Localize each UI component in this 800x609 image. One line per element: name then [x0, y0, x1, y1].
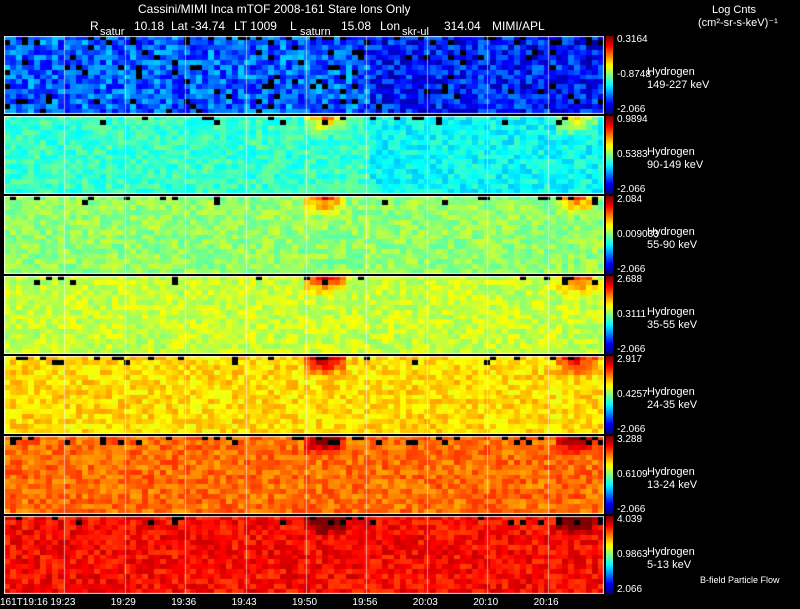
heatmap-canvas — [4, 36, 604, 114]
colorbar-mid-label: 0.009033 — [617, 229, 659, 240]
spectrogram-panel — [4, 116, 604, 194]
colorbar — [606, 36, 613, 114]
header-lon-label: Lon — [380, 19, 401, 33]
colorbar-mid-label: 0.6109 — [617, 469, 648, 480]
colorbar-min-label: -2.066 — [617, 504, 646, 515]
colorbar-mid-label: 0.5383 — [617, 149, 648, 160]
spectrogram-panel — [4, 516, 604, 594]
heatmap-canvas — [4, 196, 604, 274]
heatmap-canvas — [4, 436, 604, 514]
spectrogram-panel — [4, 356, 604, 434]
spectrogram-panel — [4, 276, 604, 354]
colorbar-max-label: 2.688 — [617, 274, 643, 285]
colorbar-mid-label: 0.3111 — [617, 309, 647, 320]
colorbar — [606, 276, 613, 354]
x-tick-label: 20:16 — [533, 597, 559, 608]
spectrogram-panel — [4, 436, 604, 514]
panel-energy-label: 24-35 keV — [647, 399, 698, 411]
colorbar-mid-label: 0.4257 — [617, 389, 648, 400]
colorbar — [606, 436, 613, 514]
header-lon2-value: 314.04 — [444, 19, 481, 33]
colorbar-min-label: -2.066 — [617, 424, 646, 435]
colorbar-gradient — [606, 356, 613, 434]
colorbar-max-label: 0.3164 — [617, 34, 648, 45]
colorbar-gradient — [606, 276, 613, 354]
panel-species-label: Hydrogen — [647, 66, 695, 78]
panel-energy-label: 13-24 keV — [647, 479, 698, 491]
units-label-line1: Log Cnts — [712, 4, 757, 16]
colorbar-gradient — [606, 436, 613, 514]
colorbar — [606, 356, 613, 434]
colorbar-mid-label: 0.9863 — [617, 549, 648, 560]
heatmap-canvas — [4, 116, 604, 194]
x-tick-label: 19:43 — [231, 597, 257, 608]
colorbar-max-label: 0.9894 — [617, 114, 648, 125]
x-tick-label: 19:56 — [352, 597, 378, 608]
header-instrument: MIMI/APL — [492, 19, 545, 33]
x-tick-label: 19:29 — [110, 597, 136, 608]
x-tick-label: 20:10 — [473, 597, 499, 608]
colorbar-min-label: -2.066 — [617, 104, 646, 115]
units-label-line2: (cm²-sr-s-keV)⁻¹ — [698, 17, 778, 29]
colorbar-max-label: 2.084 — [617, 194, 643, 205]
spectrogram-panel — [4, 36, 604, 114]
colorbar-gradient — [606, 516, 613, 594]
x-tick-label: 19:23 — [50, 597, 76, 608]
heatmap-canvas — [4, 516, 604, 594]
spectrogram-panel — [4, 196, 604, 274]
colorbar-gradient — [606, 116, 613, 194]
x-tick-label: 19:36 — [171, 597, 197, 608]
colorbar-min-label: -2.066 — [617, 184, 646, 195]
header-r-label: R — [90, 19, 99, 33]
panel-species-label: Hydrogen — [647, 546, 695, 558]
event-marker-1: saturn — [300, 26, 331, 38]
colorbar — [606, 516, 613, 594]
panel-energy-label: 55-90 keV — [647, 239, 698, 251]
event-marker-0: satur — [100, 26, 125, 38]
colorbar — [606, 116, 613, 194]
colorbar-max-label: 4.039 — [617, 514, 643, 525]
chart-header: Cassini/MIMI Inca mTOF 2008-161 Stare Io… — [0, 0, 800, 40]
heatmap-canvas — [4, 276, 604, 354]
colorbar-gradient — [606, 196, 613, 274]
header-r-value: 10.18 — [134, 19, 165, 33]
colorbar-min-label: -2.066 — [617, 264, 646, 275]
colorbar-mid-label: -0.8748 — [617, 69, 651, 80]
x-tick-label: 161T19:16 — [0, 597, 48, 608]
panel-energy-label: 90-149 keV — [647, 159, 704, 171]
panel-energy-label: 5-13 keV — [647, 559, 692, 571]
colorbar-min-label: -2.066 — [617, 344, 646, 355]
panel-species-label: Hydrogen — [647, 146, 695, 158]
chart-title: Cassini/MIMI Inca mTOF 2008-161 Stare Io… — [138, 2, 411, 16]
colorbar-min-label: 2.066 — [617, 584, 643, 595]
x-tick-label: 20:03 — [412, 597, 438, 608]
header-l-label: L — [290, 19, 297, 33]
panel-energy-label: 149-227 keV — [647, 79, 710, 91]
panel-species-label: Hydrogen — [647, 386, 695, 398]
header-lat: Lat -34.74 — [171, 19, 226, 33]
colorbar-gradient — [606, 36, 613, 114]
header-lt: LT 1009 — [234, 19, 277, 33]
colorbar-max-label: 2.917 — [617, 354, 643, 365]
panel-energy-label: 35-55 keV — [647, 319, 698, 331]
heatmap-canvas — [4, 356, 604, 434]
footer-note: B-field Particle Flow — [700, 575, 780, 585]
panel-species-label: Hydrogen — [647, 306, 695, 318]
event-marker-2: skr-ul — [402, 26, 429, 38]
x-tick-label: 19:50 — [292, 597, 318, 608]
panel-species-label: Hydrogen — [647, 466, 695, 478]
colorbar-max-label: 3.288 — [617, 434, 643, 445]
colorbar — [606, 196, 613, 274]
panel-species-label: Hydrogen — [647, 226, 695, 238]
header-lon-value: 15.08 — [341, 19, 372, 33]
